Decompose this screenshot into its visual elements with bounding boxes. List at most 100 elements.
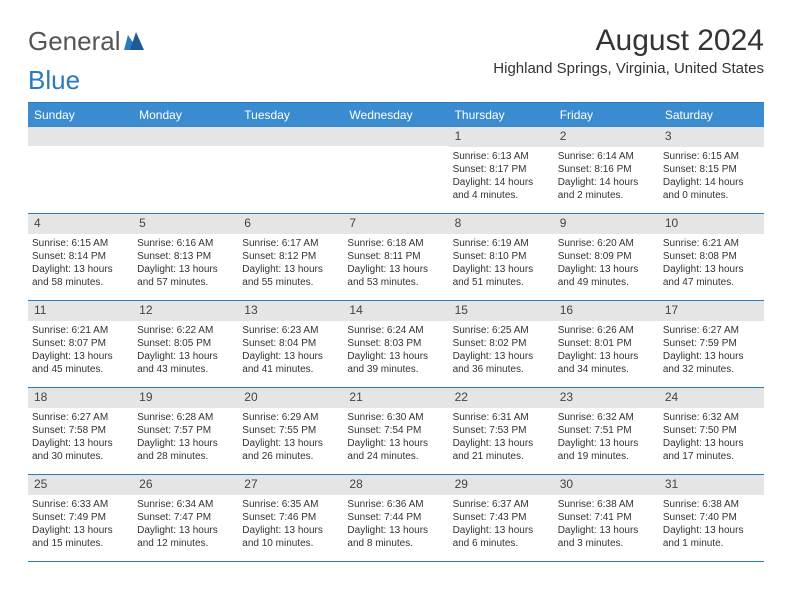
day-cell: 23Sunrise: 6:32 AMSunset: 7:51 PMDayligh…	[554, 388, 659, 474]
sunrise-text: Sunrise: 6:20 AM	[558, 237, 655, 250]
day-body: Sunrise: 6:32 AMSunset: 7:51 PMDaylight:…	[554, 408, 659, 467]
sunset-text: Sunset: 7:40 PM	[663, 511, 760, 524]
day-cell	[133, 127, 238, 213]
week-row: 25 Sunrise: 6:33 AMSunset: 7:49 PM Dayligh…	[28, 475, 764, 562]
day-cell: 14Sunrise: 6:24 AMSunset: 8:03 PMDayligh…	[343, 301, 448, 387]
day-cell: 1Sunrise: 6:13 AMSunset: 8:17 PMDaylight…	[449, 127, 554, 213]
day-cell: 13Sunrise: 6:23 AMSunset: 8:04 PMDayligh…	[238, 301, 343, 387]
logo-text-2: Blue	[28, 65, 80, 95]
daylight-text: Daylight: 14 hours and 0 minutes.	[663, 176, 760, 202]
day-number: 3	[659, 127, 764, 147]
day-number: 26	[133, 475, 238, 495]
day-body: Sunrise: 6:29 AMSunset: 7:55 PMDaylight:…	[238, 408, 343, 467]
weekday-header: Wednesday	[343, 103, 448, 127]
week-row: 4 Sunrise: 6:15 AMSunset: 8:14 PM Daylight…	[28, 214, 764, 301]
day-body: Sunrise: 6:28 AMSunset: 7:57 PMDaylight:…	[133, 408, 238, 467]
day-cell: 2Sunrise: 6:14 AMSunset: 8:16 PMDaylight…	[554, 127, 659, 213]
sunset-text: Sunset: 7:44 PM	[347, 511, 444, 524]
day-body: Sunrise: 6:35 AMSunset: 7:46 PMDaylight:…	[238, 495, 343, 554]
day-cell	[238, 127, 343, 213]
day-cell: 19Sunrise: 6:28 AMSunset: 7:57 PMDayligh…	[133, 388, 238, 474]
day-cell: 25Sunrise: 6:33 AMSunset: 7:49 PMDayligh…	[28, 475, 133, 561]
day-cell: 11Sunrise: 6:21 AMSunset: 8:07 PMDayligh…	[28, 301, 133, 387]
weekday-header: Monday	[133, 103, 238, 127]
weeks-container: 1Sunrise: 6:13 AMSunset: 8:17 PMDaylight…	[28, 127, 764, 562]
day-cell: 18Sunrise: 6:27 AMSunset: 7:58 PMDayligh…	[28, 388, 133, 474]
day-body: Sunrise: 6:26 AMSunset: 8:01 PMDaylight:…	[554, 321, 659, 380]
day-number: 16	[554, 301, 659, 321]
day-body: Sunrise: 6:27 AMSunset: 7:58 PMDaylight:…	[28, 408, 133, 467]
day-body: Sunrise: 6:30 AMSunset: 7:54 PMDaylight:…	[343, 408, 448, 467]
day-number: 8	[449, 214, 554, 234]
daylight-text: Daylight: 13 hours and 39 minutes.	[347, 350, 444, 376]
empty-daynum-bar	[28, 127, 133, 146]
week-row: 1Sunrise: 6:13 AMSunset: 8:17 PMDaylight…	[28, 127, 764, 214]
sunrise-text: Sunrise: 6:14 AM	[558, 150, 655, 163]
sunset-text: Sunset: 7:43 PM	[453, 511, 550, 524]
sunset-text: Sunset: 7:55 PM	[242, 424, 339, 437]
day-number: 21	[343, 388, 448, 408]
daylight-text: Daylight: 13 hours and 47 minutes.	[663, 263, 760, 289]
sunrise-text: Sunrise: 6:19 AM	[453, 237, 550, 250]
sunset-text: Sunset: 7:59 PM	[663, 337, 760, 350]
sunset-text: Sunset: 7:53 PM	[453, 424, 550, 437]
sunset-text: Sunset: 7:54 PM	[347, 424, 444, 437]
day-cell: 5Sunrise: 6:16 AMSunset: 8:13 PMDaylight…	[133, 214, 238, 300]
sunset-text: Sunset: 8:13 PM	[137, 250, 234, 263]
daylight-text: Daylight: 13 hours and 1 minute.	[663, 524, 760, 550]
day-body: Sunrise: 6:18 AMSunset: 8:11 PMDaylight:…	[343, 234, 448, 293]
day-cell: 30Sunrise: 6:38 AMSunset: 7:41 PMDayligh…	[554, 475, 659, 561]
sunrise-text: Sunrise: 6:13 AM	[453, 150, 550, 163]
sunrise-text: Sunrise: 6:22 AM	[137, 324, 234, 337]
empty-daynum-bar	[133, 127, 238, 146]
daylight-text: Daylight: 13 hours and 6 minutes.	[453, 524, 550, 550]
day-cell: 24Sunrise: 6:32 AMSunset: 7:50 PMDayligh…	[659, 388, 764, 474]
day-body: Sunrise: 6:17 AMSunset: 8:12 PMDaylight:…	[238, 234, 343, 293]
daylight-text: Daylight: 13 hours and 21 minutes.	[453, 437, 550, 463]
day-number: 23	[554, 388, 659, 408]
day-body: Sunrise: 6:37 AMSunset: 7:43 PMDaylight:…	[449, 495, 554, 554]
daylight-text: Daylight: 13 hours and 26 minutes.	[242, 437, 339, 463]
sunset-text: Sunset: 8:03 PM	[347, 337, 444, 350]
day-cell: 21Sunrise: 6:30 AMSunset: 7:54 PMDayligh…	[343, 388, 448, 474]
sunrise-text: Sunrise: 6:28 AM	[137, 411, 234, 424]
sunset-text: Sunset: 7:49 PM	[32, 511, 129, 524]
sunset-text: Sunset: 8:17 PM	[453, 163, 550, 176]
day-body: Sunrise: 6:36 AMSunset: 7:44 PMDaylight:…	[343, 495, 448, 554]
daylight-text: Daylight: 13 hours and 28 minutes.	[137, 437, 234, 463]
sunset-text: Sunset: 7:58 PM	[32, 424, 129, 437]
day-cell: 28Sunrise: 6:36 AMSunset: 7:44 PMDayligh…	[343, 475, 448, 561]
daylight-text: Daylight: 13 hours and 55 minutes.	[242, 263, 339, 289]
sunrise-text: Sunrise: 6:27 AM	[32, 411, 129, 424]
sunrise-text: Sunrise: 6:17 AM	[242, 237, 339, 250]
sunrise-text: Sunrise: 6:21 AM	[663, 237, 760, 250]
daylight-text: Daylight: 13 hours and 57 minutes.	[137, 263, 234, 289]
day-body: Sunrise: 6:34 AMSunset: 7:47 PMDaylight:…	[133, 495, 238, 554]
day-cell: 16Sunrise: 6:26 AMSunset: 8:01 PMDayligh…	[554, 301, 659, 387]
daylight-text: Daylight: 13 hours and 49 minutes.	[558, 263, 655, 289]
sunset-text: Sunset: 8:12 PM	[242, 250, 339, 263]
day-number: 4	[28, 214, 133, 234]
daylight-text: Daylight: 13 hours and 43 minutes.	[137, 350, 234, 376]
daylight-text: Daylight: 13 hours and 51 minutes.	[453, 263, 550, 289]
day-number: 25	[28, 475, 133, 495]
sunrise-text: Sunrise: 6:29 AM	[242, 411, 339, 424]
daylight-text: Daylight: 14 hours and 4 minutes.	[453, 176, 550, 202]
day-body: Sunrise: 6:16 AMSunset: 8:13 PMDaylight:…	[133, 234, 238, 293]
day-number: 17	[659, 301, 764, 321]
sunrise-text: Sunrise: 6:36 AM	[347, 498, 444, 511]
sunrise-text: Sunrise: 6:18 AM	[347, 237, 444, 250]
sunrise-text: Sunrise: 6:33 AM	[32, 498, 129, 511]
sunset-text: Sunset: 8:14 PM	[32, 250, 129, 263]
day-number: 18	[28, 388, 133, 408]
day-number: 11	[28, 301, 133, 321]
day-cell	[343, 127, 448, 213]
sunrise-text: Sunrise: 6:15 AM	[32, 237, 129, 250]
sunrise-text: Sunrise: 6:38 AM	[663, 498, 760, 511]
sunrise-text: Sunrise: 6:38 AM	[558, 498, 655, 511]
sunrise-text: Sunrise: 6:24 AM	[347, 324, 444, 337]
sunrise-text: Sunrise: 6:27 AM	[663, 324, 760, 337]
day-body: Sunrise: 6:14 AMSunset: 8:16 PMDaylight:…	[554, 147, 659, 206]
sunrise-text: Sunrise: 6:37 AM	[453, 498, 550, 511]
sunset-text: Sunset: 8:09 PM	[558, 250, 655, 263]
